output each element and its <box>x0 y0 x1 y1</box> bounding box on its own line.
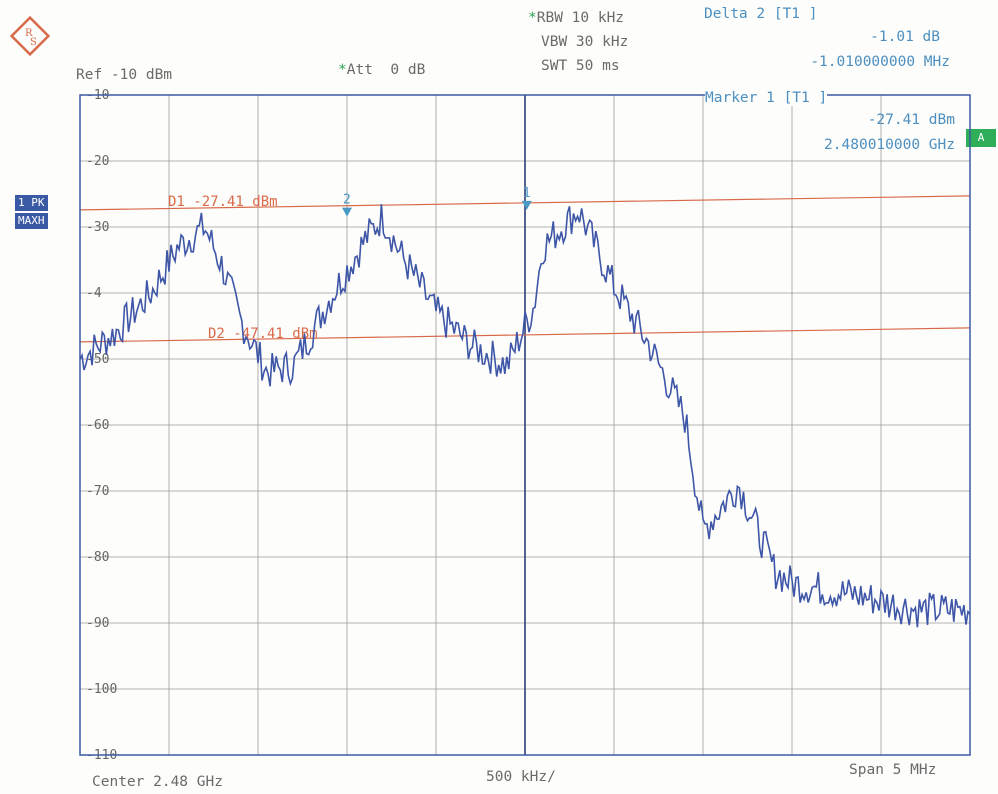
svg-text:S: S <box>30 37 37 48</box>
attenuation-label: *Att 0 dB <box>338 62 426 78</box>
plot-frame <box>79 94 971 756</box>
center-frequency-label: Center 2.48 GHz <box>92 774 223 790</box>
brand-logo-icon: R S <box>9 15 51 57</box>
delta-level: -1.01 dB <box>870 29 940 45</box>
marker-1-label: 1 <box>523 186 531 201</box>
star-icon: * <box>338 62 347 78</box>
span-label: Span 5 MHz <box>849 762 937 778</box>
delta-frequency: -1.010000000 MHz <box>810 54 950 70</box>
y-tick-label: -90 <box>86 616 109 631</box>
y-tick-label: -60 <box>86 418 109 433</box>
y-tick-label: -20 <box>86 154 109 169</box>
marker-2-icon <box>342 207 352 217</box>
trace-line <box>79 204 971 628</box>
display-line-label: D1 -27.41 dBm <box>168 194 278 210</box>
y-tick-label: -70 <box>86 484 109 499</box>
y-tick-label: -100 <box>86 682 117 697</box>
trace-mode-tag: MAXH <box>15 213 48 229</box>
star-icon: * <box>528 10 537 26</box>
delta-title: Delta 2 [T1 ] <box>704 6 818 22</box>
y-tick-label: -30 <box>86 220 109 235</box>
display-line <box>79 327 971 343</box>
marker-level: -27.41 dBm <box>867 112 955 128</box>
ref-level-label: Ref -10 dBm <box>76 67 173 83</box>
vbw-label: VBW 30 kHz <box>541 34 629 50</box>
marker-1-icon <box>521 200 532 210</box>
markers: 12 <box>342 186 532 217</box>
rbw-label: *RBW 10 kHz <box>528 10 625 26</box>
marker-2-label: 2 <box>343 193 351 208</box>
y-tick-label: -4 <box>86 286 102 301</box>
display-line-label: D2 -47.41 dBm <box>208 326 318 342</box>
division-label: 500 kHz/ <box>486 769 556 785</box>
sweep-time-label: SWT 50 ms <box>541 58 620 74</box>
y-tick-label: -80 <box>86 550 109 565</box>
trace-detector-tag: 1 PK <box>15 195 48 211</box>
svg-text:R: R <box>25 28 33 39</box>
status-flag-a: A <box>966 129 996 147</box>
marker-frequency: 2.480010000 GHz <box>824 137 955 153</box>
marker-title: Marker 1 [T1 ] <box>705 90 828 106</box>
y-axis-labels: -10-20-30-4-50-60-70-80-90-100-110 <box>86 88 117 763</box>
